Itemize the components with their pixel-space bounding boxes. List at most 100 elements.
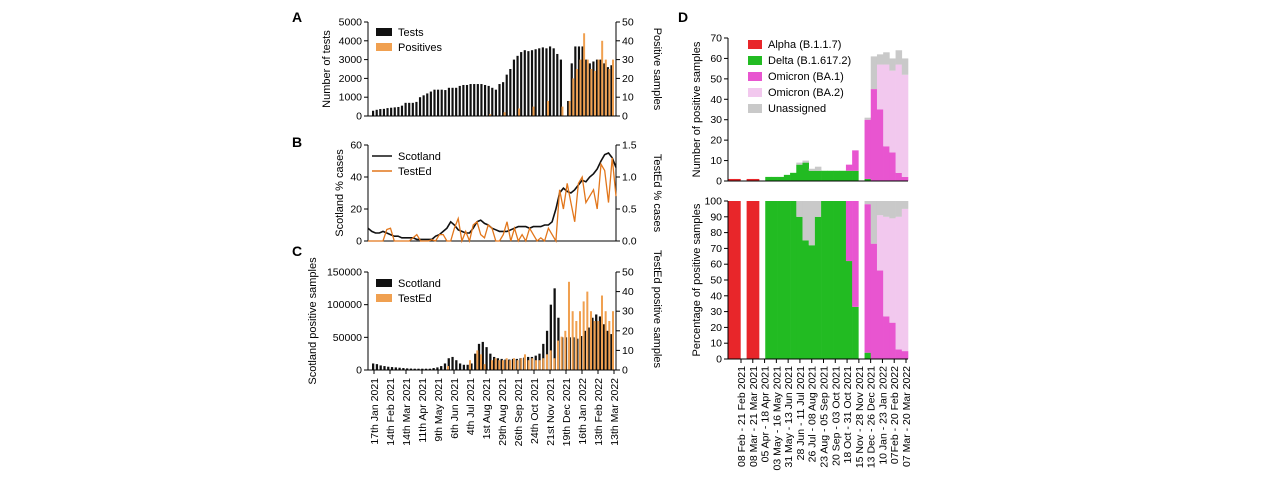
stacked-bar-count [883, 146, 890, 181]
stacked-bar-percent [765, 201, 772, 359]
x-tick-label: 26th Sep 2021 [513, 378, 525, 446]
stacked-bar-percent [883, 216, 890, 317]
x-tick-label: 03 May - 16 May 2021 [771, 366, 783, 471]
bar-scotland [462, 364, 466, 370]
bar-positives [546, 100, 549, 116]
legend-scotland-label: Scotland [398, 151, 441, 163]
stacked-bar-percent [802, 201, 809, 241]
stacked-bar-count [796, 164, 803, 181]
stacked-bar-percent [864, 201, 872, 205]
bar-tests [433, 89, 436, 116]
bar-tests [599, 59, 602, 116]
bar-tests [538, 48, 541, 116]
bar-scotland [451, 356, 454, 370]
y-tick-label: 100 [704, 196, 722, 208]
bar-tests [581, 46, 584, 116]
y-tick-label: 3000 [339, 54, 363, 66]
x-tick-label: 6th Jun 2021 [449, 378, 461, 439]
stacked-bar-count [777, 176, 785, 181]
legend-tests-swatch [376, 28, 392, 36]
bar-tests [494, 89, 497, 116]
bar-tested [593, 321, 596, 370]
bar-tested [575, 321, 578, 370]
bar-tests [534, 49, 537, 117]
legend-label: Omicron (BA.2) [768, 87, 844, 99]
y2-tick-label: 20 [622, 73, 634, 85]
stacked-bar-count [883, 64, 890, 147]
bar-tests [393, 107, 396, 116]
bar-tests [570, 63, 573, 116]
stacked-bar-percent [895, 349, 903, 359]
stacked-bar-count [839, 170, 847, 181]
stacked-bar-count [827, 170, 834, 181]
bar-tested [604, 311, 607, 370]
y2-tick-label: 10 [622, 92, 634, 104]
bar-tests [379, 109, 382, 116]
bar-tested [483, 364, 486, 370]
y-tick-label: 0 [716, 176, 722, 188]
y-tick-label: 5000 [339, 17, 363, 29]
bar-scotland [379, 365, 382, 370]
y-axis-label: Number of tests [321, 30, 333, 108]
y-tick-label: 40 [710, 290, 722, 302]
bar-tests [559, 59, 562, 116]
bar-positives [568, 100, 571, 116]
bar-tests [462, 84, 465, 116]
bar-tests [509, 69, 512, 116]
bar-scotland [545, 330, 549, 370]
y2-tick-label: 50 [622, 267, 634, 279]
bar-tests [404, 102, 407, 116]
bar-tests [422, 95, 425, 116]
bar-tested [553, 358, 556, 370]
legend-tested-label: TestEd [398, 166, 432, 178]
bar-scotland [436, 367, 439, 370]
x-tick-label: 26 Jul - 08 Aug 2021 [807, 366, 819, 462]
x-tick-label: 4th Jul 2021 [465, 378, 477, 435]
bar-tests [390, 107, 393, 116]
bar-scotland [542, 343, 545, 370]
bar-scotland [477, 343, 481, 370]
x-tick-label: 16th Jan 2022 [577, 378, 589, 445]
bar-tested [523, 354, 526, 370]
y-tick-label: 0 [716, 354, 722, 366]
y2-axis-label: Positive samples [651, 28, 663, 111]
bar-scotland [610, 334, 613, 370]
stacked-bar-percent [870, 201, 878, 244]
bar-tests [408, 102, 411, 116]
bar-tested [560, 336, 563, 370]
stacked-bar-percent [821, 201, 828, 359]
bar-scotland [579, 336, 583, 370]
y-tick-label: 50000 [333, 332, 362, 344]
y2-axis-label: TestEd % cases [651, 154, 663, 233]
stacked-bar-percent [889, 322, 896, 359]
stacked-bar-count [802, 162, 809, 181]
y-tick-label: 100000 [327, 299, 362, 311]
y-tick-label: 20 [710, 135, 722, 147]
bar-tests [530, 50, 534, 117]
y-tick-label: 30 [710, 306, 722, 318]
stacked-bar-percent [852, 306, 859, 359]
stacked-bar-count [870, 56, 878, 90]
stacked-bar-percent [845, 201, 853, 262]
bar-scotland [424, 368, 428, 370]
bar-tests [483, 84, 487, 116]
bar-tests [455, 87, 458, 116]
bar-scotland [485, 347, 488, 370]
stacked-bar-count [734, 178, 741, 181]
bar-tested [498, 360, 501, 370]
y-tick-label: 10 [710, 155, 722, 167]
x-tick-label: 07 Mar - 20 Mar 2022 [901, 366, 913, 467]
stacked-bar-percent [752, 201, 760, 359]
stacked-bar-percent [876, 215, 884, 271]
legend-positives-swatch [376, 43, 392, 51]
x-tick-label: 08 Feb - 21 Feb 2021 [736, 366, 748, 467]
x-tick-label: 15 Nov - 28 Nov 2021 [854, 366, 866, 468]
stacked-bar-count [889, 152, 896, 181]
x-tick-label: 13 Dec - 26 Dec 2021 [866, 366, 878, 468]
x-tick-label: 31 May - 13 Jun 2021 [783, 366, 795, 468]
line-tested [368, 157, 617, 244]
stacked-bar-count [728, 178, 735, 181]
bar-tests [552, 48, 555, 116]
y2-tick-label: 1.0 [622, 172, 637, 184]
stacked-bar-percent [864, 352, 872, 359]
